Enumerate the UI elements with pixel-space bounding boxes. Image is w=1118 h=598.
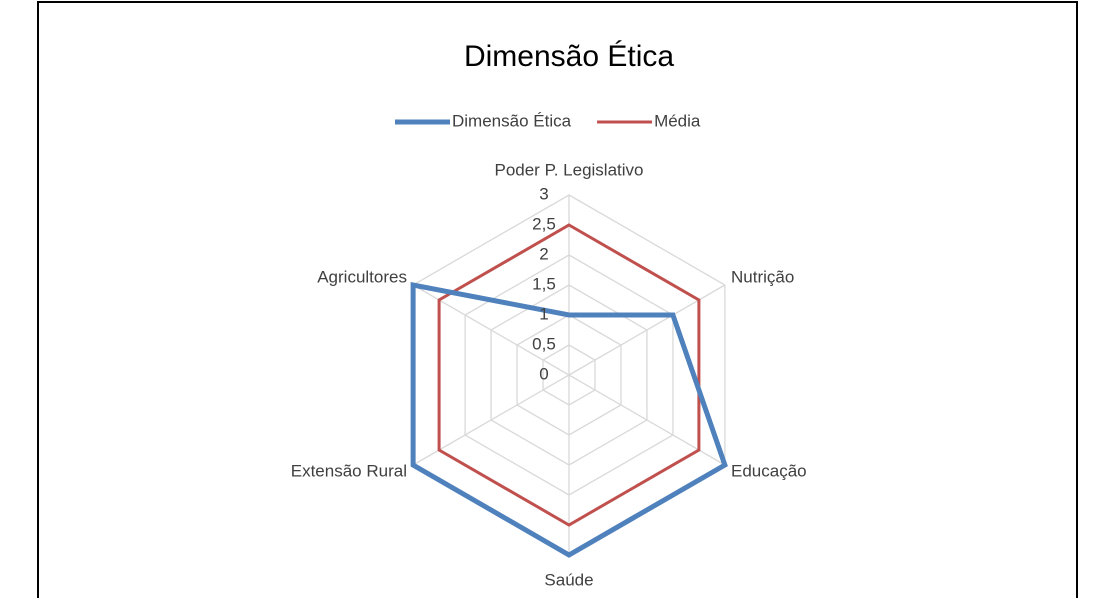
y-tick-label: 2,5: [532, 214, 556, 233]
series-line: [437, 223, 701, 527]
y-tick-label: 2: [539, 244, 548, 263]
y-tick-label: 1,5: [532, 274, 556, 293]
y-tick-label: 3: [539, 184, 548, 203]
category-label: Educação: [731, 461, 807, 480]
y-tick-label: 0: [539, 364, 548, 383]
category-label: Nutrição: [731, 267, 794, 286]
legend-label: Dimensão Ética: [452, 111, 572, 130]
series-line: [410, 281, 728, 558]
category-label: Saúde: [544, 570, 593, 589]
category-label: Agricultores: [317, 267, 407, 286]
chart-frame: [37, 1, 1078, 598]
legend-label: Média: [654, 111, 701, 130]
category-label: Extensão Rural: [291, 461, 407, 480]
y-tick-label: 1: [539, 304, 548, 323]
category-label: Poder P. Legislativo: [494, 160, 643, 179]
y-tick-label: 0,5: [532, 334, 556, 353]
chart-title: Dimensão Ética: [464, 40, 674, 73]
